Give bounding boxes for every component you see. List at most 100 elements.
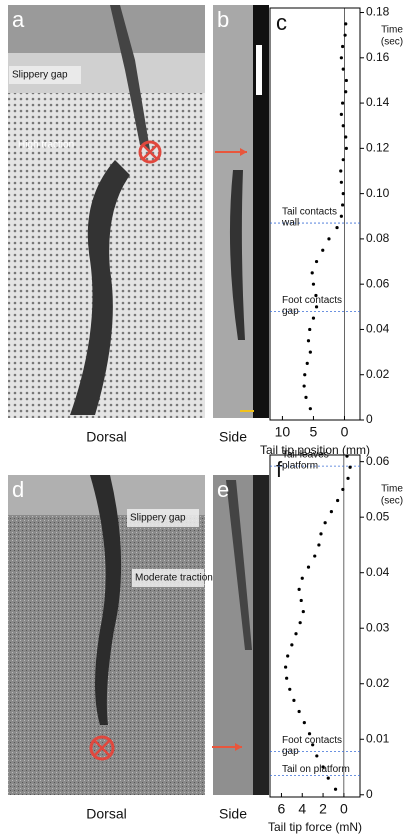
note-box — [9, 66, 81, 84]
photo-caption: Side — [219, 429, 247, 445]
annotation: platform — [282, 461, 318, 472]
data-point — [346, 476, 350, 480]
photo-caption: Dorsal — [86, 806, 126, 822]
data-point — [302, 384, 306, 388]
x-axis-label: Tail tip position (mm) — [260, 443, 370, 457]
data-point — [339, 180, 343, 184]
data-point — [341, 158, 345, 162]
panel-letter: c — [276, 10, 287, 35]
annotation: wall — [281, 218, 299, 229]
data-point — [307, 732, 312, 736]
y-tick-label: 0.12 — [366, 141, 390, 155]
data-point — [308, 407, 312, 411]
data-point — [292, 698, 296, 702]
data-point — [323, 521, 327, 525]
data-point — [341, 203, 345, 207]
data-point — [339, 112, 343, 116]
data-point — [336, 498, 340, 503]
y-axis-label: Time — [381, 484, 403, 495]
annotation: Tail contacts — [282, 207, 337, 218]
annotation: Foot contacts — [282, 295, 342, 306]
data-point — [344, 135, 348, 139]
data-point — [301, 609, 305, 614]
y-tick-label: 0.14 — [366, 95, 390, 109]
y-tick-label: 0.02 — [366, 367, 390, 381]
y-tick-label: 0.04 — [366, 565, 390, 579]
x-tick-label: 0 — [340, 801, 348, 817]
photo-d — [8, 475, 205, 795]
y-tick-label: 0.06 — [366, 454, 390, 468]
data-point — [306, 339, 311, 343]
y-tick-label: 0 — [366, 787, 373, 801]
data-point — [341, 487, 345, 492]
plot-frame — [269, 7, 361, 421]
data-point — [298, 621, 302, 625]
data-point — [303, 373, 307, 377]
photo-note: High traction — [18, 140, 74, 151]
plot-frame — [269, 454, 361, 798]
panel-letter: a — [12, 7, 25, 32]
data-point — [345, 454, 349, 458]
data-point — [302, 721, 306, 725]
data-point — [329, 510, 333, 514]
data-point — [341, 101, 345, 105]
panel-letter: f — [276, 457, 283, 482]
y-axis-label: (sec) — [381, 37, 403, 48]
data-point — [313, 554, 317, 558]
data-point — [310, 271, 314, 275]
data-point — [339, 214, 343, 218]
data-point — [314, 293, 318, 298]
photo-note: Slippery gap — [12, 70, 68, 81]
data-point — [321, 765, 325, 769]
data-point — [333, 787, 338, 791]
data-point — [327, 237, 331, 241]
photo-note: Slippery gap — [130, 513, 186, 524]
annotation: gap — [282, 306, 299, 317]
annotation: Tail leaves — [282, 450, 329, 461]
data-point — [311, 316, 316, 320]
data-point — [341, 44, 345, 49]
x-axis-label: Tail tip force (mN) — [268, 820, 362, 834]
data-point — [314, 259, 319, 264]
data-point — [326, 776, 330, 780]
data-point — [308, 350, 312, 354]
photo-e — [212, 475, 269, 795]
data-point — [286, 654, 290, 658]
data-point — [343, 33, 347, 37]
data-point — [297, 587, 301, 591]
annotation: Foot contacts — [282, 735, 342, 746]
data-point — [288, 687, 292, 691]
y-tick-label: 0.03 — [366, 620, 390, 634]
data-point — [344, 78, 348, 83]
y-tick-label: 0.05 — [366, 509, 390, 523]
data-point — [290, 643, 294, 647]
data-point — [314, 305, 319, 309]
y-tick-label: 0.06 — [366, 276, 390, 290]
note-box — [127, 509, 199, 527]
y-tick-label: 0.18 — [366, 5, 390, 19]
data-point — [319, 532, 323, 536]
data-point — [311, 743, 315, 747]
data-point — [311, 282, 316, 286]
photo-a — [8, 5, 205, 418]
photo-note: Moderate traction — [135, 573, 213, 584]
x-tick-label: 5 — [310, 424, 318, 440]
y-tick-label: 0.01 — [366, 731, 390, 745]
y-axis-label: (sec) — [381, 496, 403, 507]
annotation: gap — [282, 746, 299, 757]
y-tick-label: 0.02 — [366, 676, 390, 690]
data-point — [341, 67, 345, 71]
data-point — [299, 598, 303, 603]
data-point — [308, 327, 312, 332]
data-point — [344, 146, 348, 150]
y-tick-label: 0.10 — [366, 186, 390, 200]
note-box — [132, 569, 204, 587]
data-point — [335, 225, 339, 230]
data-point — [284, 665, 288, 669]
x-tick-label: 10 — [275, 424, 291, 440]
panel-letter: b — [217, 7, 229, 32]
data-point — [348, 465, 352, 469]
y-tick-label: 0.16 — [366, 50, 390, 64]
x-tick-label: 4 — [298, 801, 306, 817]
